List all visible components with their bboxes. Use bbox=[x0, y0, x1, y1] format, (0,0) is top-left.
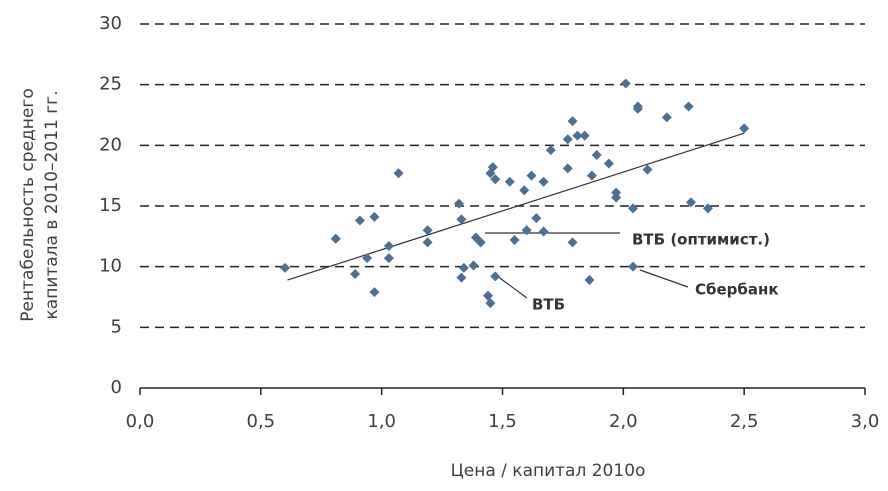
point bbox=[611, 192, 622, 203]
point bbox=[562, 134, 573, 145]
annotation: Сбербанк bbox=[695, 281, 779, 299]
point bbox=[383, 241, 394, 252]
point bbox=[632, 101, 643, 112]
point bbox=[362, 253, 373, 264]
leader-line bbox=[496, 275, 528, 299]
point bbox=[490, 271, 501, 282]
point bbox=[422, 237, 433, 248]
point bbox=[383, 253, 394, 264]
x-tick-label: 0,5 bbox=[247, 411, 276, 432]
annotation: ВТБ bbox=[532, 296, 565, 314]
point bbox=[485, 298, 496, 309]
point bbox=[519, 185, 530, 196]
point bbox=[369, 287, 380, 298]
point bbox=[456, 272, 467, 283]
point bbox=[628, 261, 638, 272]
point bbox=[509, 234, 520, 245]
x-tick-label: 2,0 bbox=[609, 411, 638, 432]
point bbox=[350, 268, 361, 279]
y-tick-label: 0 bbox=[111, 377, 122, 398]
point bbox=[586, 170, 597, 181]
point bbox=[584, 275, 595, 286]
y-axis-label: капитала в 2010–2011 гг. bbox=[42, 91, 62, 320]
point bbox=[603, 158, 614, 169]
point bbox=[567, 116, 578, 127]
point bbox=[521, 225, 532, 236]
x-tick-label: 2,5 bbox=[730, 411, 759, 432]
point bbox=[702, 203, 713, 214]
point bbox=[579, 130, 590, 141]
y-tick-label: 5 bbox=[111, 316, 122, 337]
point bbox=[562, 163, 573, 174]
point bbox=[526, 170, 537, 181]
leader-line bbox=[639, 269, 689, 288]
point bbox=[686, 197, 696, 208]
y-axis-label: Рентабельность среднего bbox=[18, 88, 38, 321]
annotation: ВТБ (оптимист.) bbox=[632, 231, 770, 249]
point bbox=[280, 262, 290, 273]
point bbox=[538, 176, 549, 187]
trend-line bbox=[287, 132, 745, 281]
point bbox=[591, 150, 602, 161]
point bbox=[454, 198, 464, 209]
point bbox=[458, 262, 469, 273]
point bbox=[661, 112, 672, 123]
point bbox=[739, 123, 750, 134]
point bbox=[531, 213, 542, 224]
point bbox=[628, 203, 638, 214]
point bbox=[393, 168, 404, 179]
point bbox=[490, 174, 501, 185]
point bbox=[545, 145, 556, 156]
point bbox=[487, 162, 498, 173]
x-tick-label: 1,0 bbox=[367, 411, 396, 432]
point bbox=[456, 214, 467, 225]
point bbox=[620, 78, 631, 89]
y-tick-label: 25 bbox=[99, 74, 122, 95]
y-tick-label: 15 bbox=[99, 195, 122, 216]
point bbox=[538, 226, 549, 237]
point bbox=[567, 237, 578, 248]
point bbox=[475, 237, 486, 248]
point bbox=[642, 164, 653, 175]
point bbox=[572, 130, 583, 141]
x-axis-label: Цена / капитал 2010о bbox=[451, 461, 646, 481]
y-tick-label: 20 bbox=[99, 134, 122, 155]
point bbox=[354, 215, 365, 226]
point bbox=[422, 225, 433, 236]
y-tick-label: 10 bbox=[99, 256, 122, 277]
point bbox=[504, 176, 515, 187]
point bbox=[330, 233, 341, 244]
x-tick-label: 3,0 bbox=[851, 411, 880, 432]
point bbox=[369, 211, 380, 222]
x-tick-label: 1,5 bbox=[488, 411, 517, 432]
point bbox=[683, 101, 694, 112]
x-tick-label: 0,0 bbox=[126, 411, 155, 432]
point bbox=[468, 260, 479, 271]
y-tick-label: 30 bbox=[99, 13, 122, 34]
